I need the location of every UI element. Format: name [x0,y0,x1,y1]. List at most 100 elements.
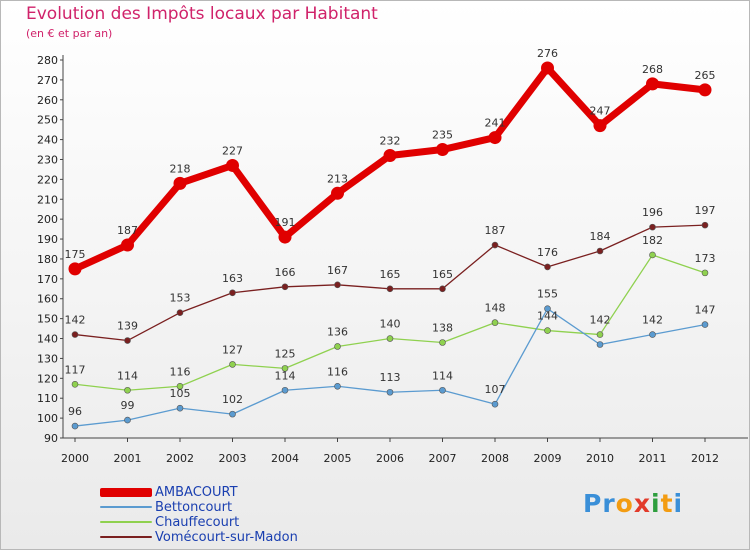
data-point [649,331,656,338]
x-tick-label: 2012 [691,452,719,465]
data-label: 187 [117,224,138,237]
data-point [649,251,656,259]
data-point [491,241,499,249]
x-tick-label: 2008 [481,452,509,465]
data-label: 232 [380,134,401,147]
data-label: 142 [590,314,611,327]
x-tick-label: 2004 [271,452,299,465]
data-label: 153 [170,292,191,305]
data-point [383,148,397,162]
data-point [68,262,82,276]
logo-letter: i [651,489,661,518]
data-label: 136 [327,325,348,338]
x-tick-label: 2001 [114,452,142,465]
legend-swatch-chauffecourt [100,521,152,523]
data-point [596,341,604,348]
y-tick-label: 150 [37,313,58,326]
data-point [439,285,446,293]
y-tick-label: 200 [37,213,58,226]
data-point [698,83,712,97]
data-label: 265 [695,69,716,82]
data-point [281,283,289,291]
y-tick-label: 250 [37,114,58,127]
data-point [124,416,131,424]
data-label: 96 [68,405,82,418]
data-label: 182 [642,234,663,247]
data-label: 268 [642,63,663,76]
data-point [331,186,344,200]
data-label: 125 [275,347,296,360]
x-tick-label: 2005 [324,452,352,465]
data-label: 144 [537,310,558,323]
y-tick-label: 220 [37,173,58,186]
data-label: 166 [275,266,296,279]
data-label: 102 [222,393,243,406]
data-label: 107 [485,383,506,396]
x-tick-label: 2011 [639,452,667,465]
y-tick-label: 120 [37,372,58,385]
data-point [278,230,292,244]
data-point [281,386,289,394]
data-point [176,382,184,390]
data-label: 148 [485,302,506,315]
legend-label-ambacourt: AMBACOURT [155,485,238,500]
x-tick-label: 2006 [376,452,404,465]
x-tick-label: 2000 [61,452,89,465]
data-label: 191 [275,216,296,229]
logo-letter: o [615,489,634,518]
data-point [334,382,341,390]
y-tick-label: 190 [37,233,58,246]
logo-letter: P [583,489,603,518]
x-tick-label: 2009 [534,452,562,465]
logo-letter: r [602,489,616,518]
data-label: 218 [170,162,191,175]
legend-label-bettoncourt: Bettoncourt [155,500,233,515]
data-point [124,337,131,344]
data-label: 241 [485,117,506,130]
data-point [334,281,341,289]
data-label: 235 [432,129,453,142]
data-point [176,404,184,412]
y-tick-label: 90 [44,432,58,445]
data-label: 142 [65,314,86,327]
data-point [544,263,551,271]
y-tick-label: 210 [37,193,58,206]
data-label: 155 [537,288,558,301]
data-point [544,305,551,312]
data-point [229,289,236,297]
data-point [334,343,341,350]
data-label: 175 [65,248,86,261]
data-point [701,221,709,229]
data-point [386,335,394,342]
proxiti-logo: Proxiti [583,489,683,518]
legend-swatch-ambacourt [100,488,152,497]
legend-swatch-vomecourt [100,536,152,538]
data-point [281,365,289,372]
data-point [701,269,709,277]
data-point [229,410,236,418]
x-tick-label: 2007 [429,452,457,465]
y-tick-label: 280 [37,54,58,67]
y-tick-label: 260 [37,94,58,107]
x-tick-label: 2003 [219,452,247,465]
data-point [386,388,394,396]
data-label: 227 [222,144,243,157]
data-label: 276 [537,47,558,60]
data-point [544,327,551,334]
data-point [593,119,607,133]
data-point [646,77,659,91]
data-point [596,247,604,255]
data-point [488,131,502,145]
data-label: 114 [432,369,453,382]
logo-letter: i [673,489,684,518]
data-label: 114 [275,369,296,382]
data-label: 187 [485,224,506,237]
legend-label-vomecourt: Vomécourt-sur-Madon [155,530,298,545]
data-label: 173 [695,252,716,265]
data-label: 247 [590,105,611,118]
data-point [71,380,79,388]
data-label: 139 [117,320,138,333]
data-point [491,319,499,326]
chart-subtitle: (en € et par an) [26,27,113,40]
